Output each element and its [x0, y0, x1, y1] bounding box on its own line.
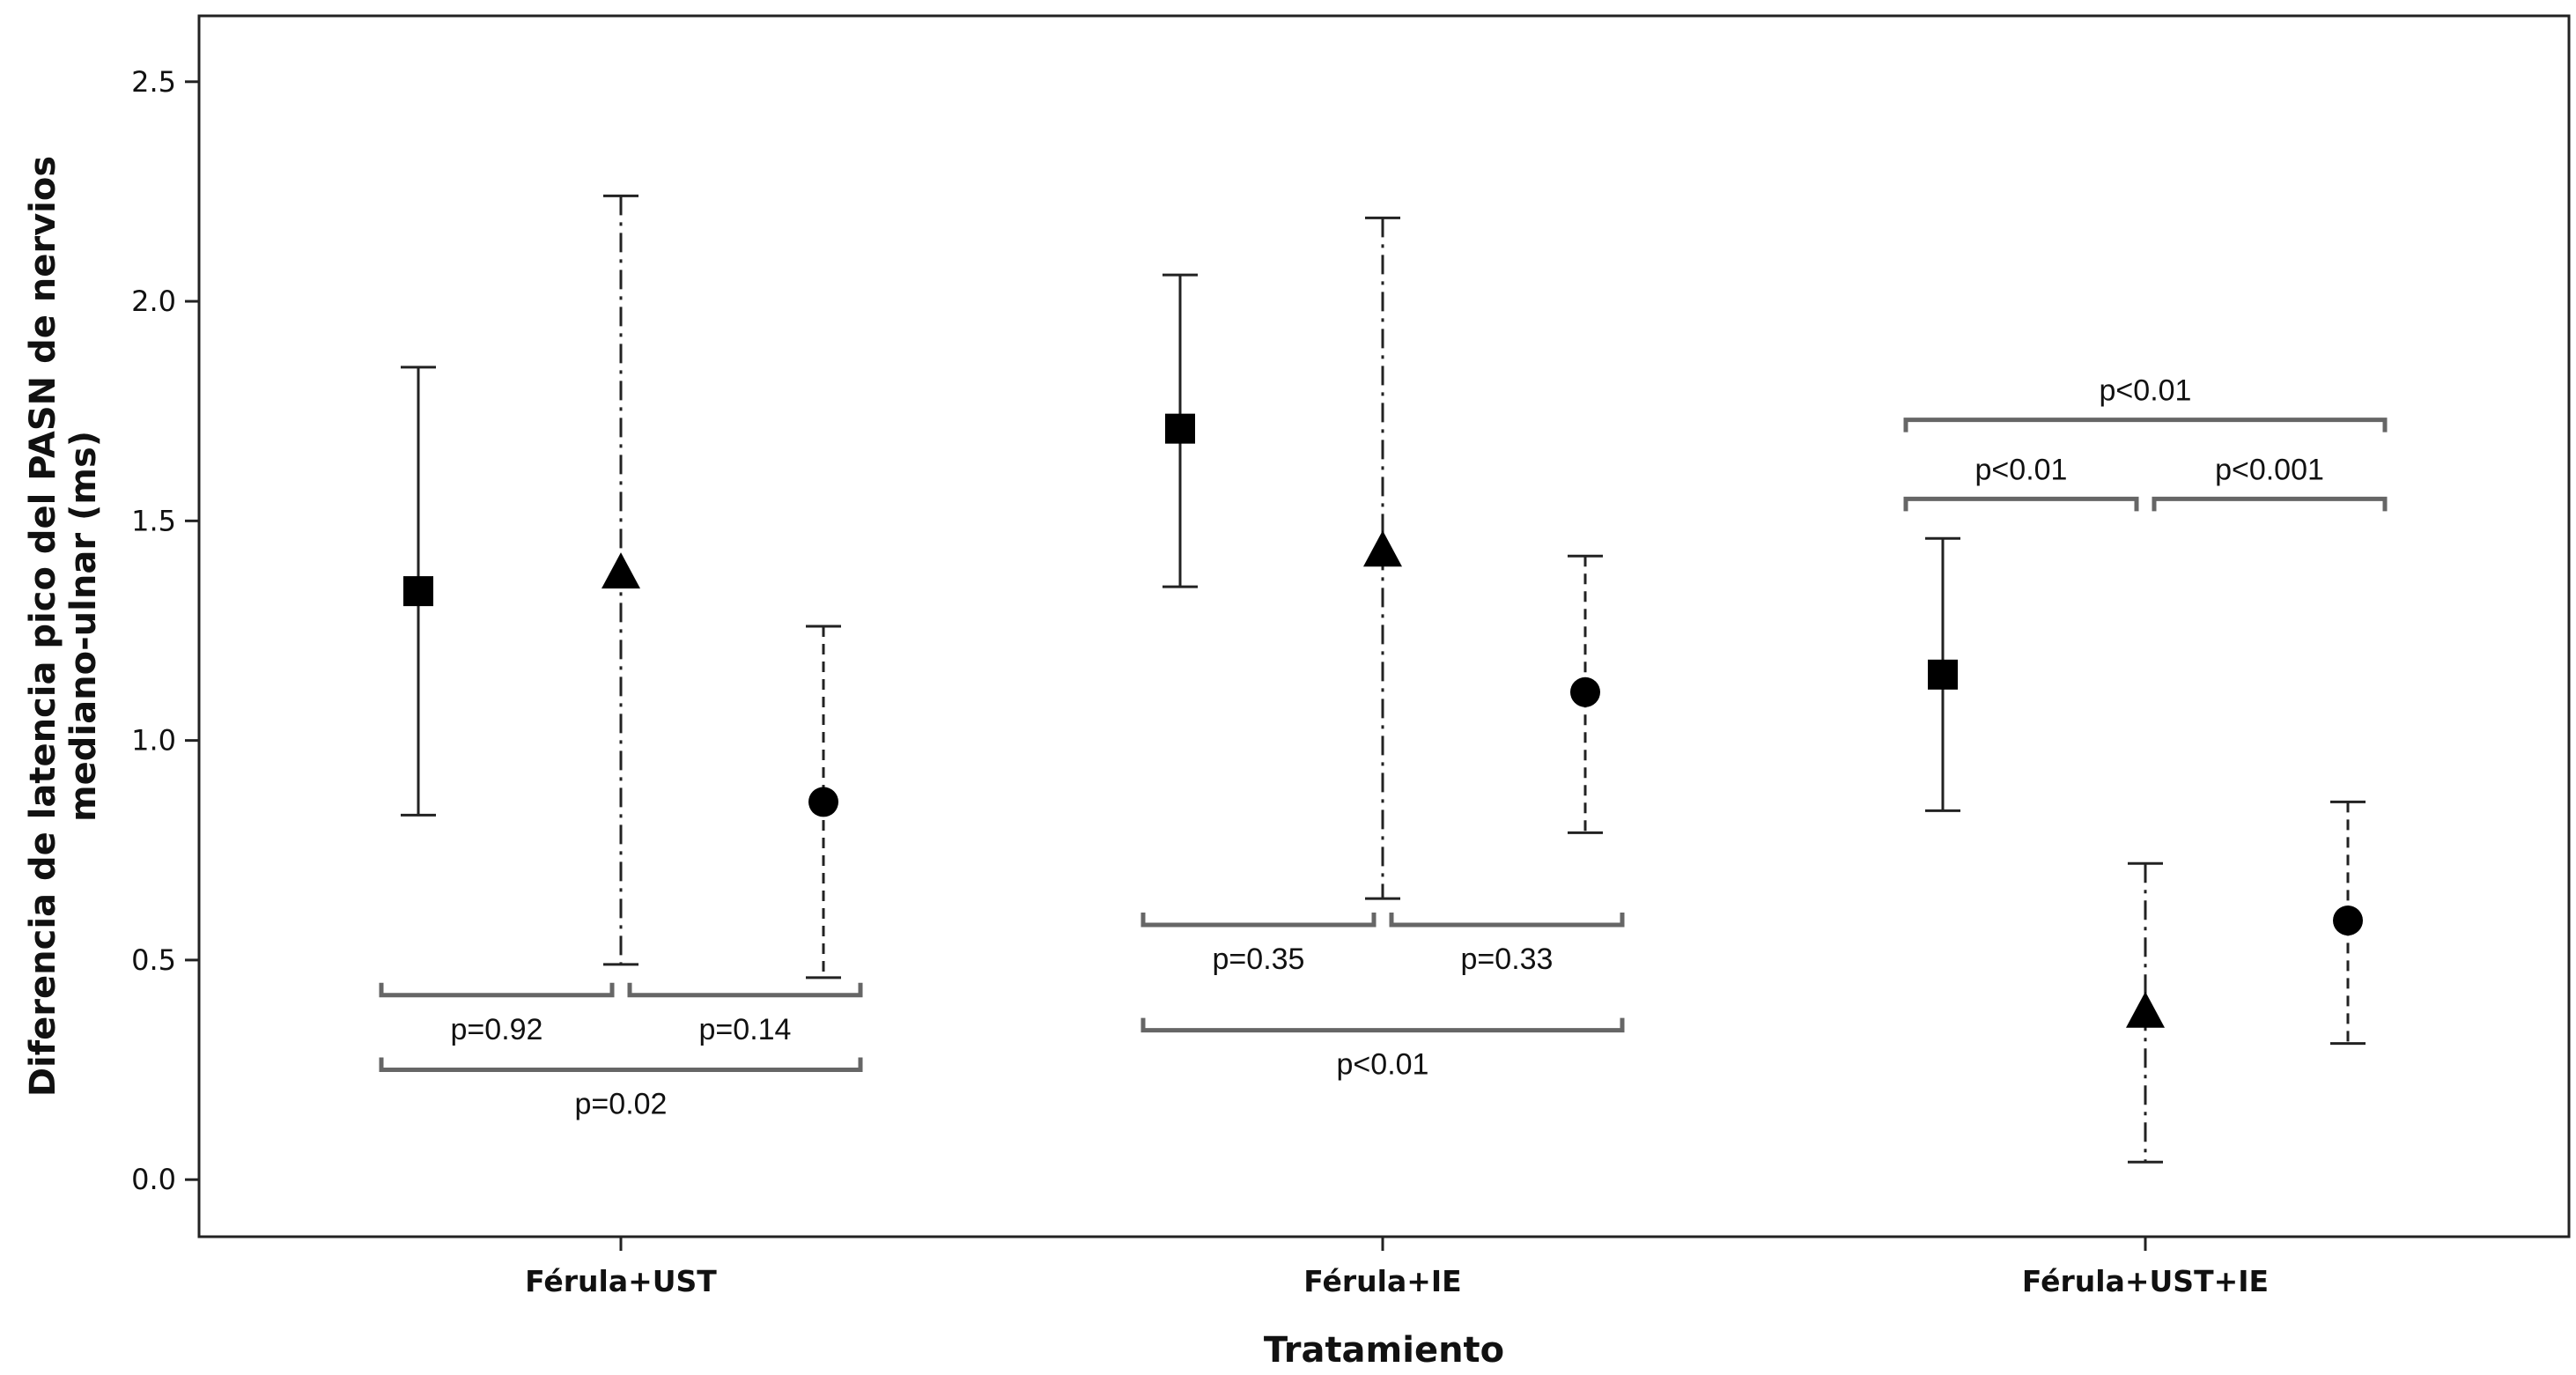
comparison-bracket	[1389, 913, 1625, 928]
comparison-brackets: p=0.92 p=0.14 p=0.02 p=0.35 p=0.33 p<0.01 p<0.…	[379, 374, 2388, 1121]
p-value-label: p=0.14	[699, 1013, 792, 1046]
triangle-marker	[602, 552, 640, 589]
p-value-label: p<0.01	[1975, 453, 2068, 486]
circle-marker	[1570, 676, 1600, 707]
p-value-label: p=0.92	[451, 1013, 543, 1046]
y-tick-label: 0.5	[131, 943, 176, 977]
p-value-label: p<0.001	[2215, 453, 2324, 486]
triangle-marker	[2126, 991, 2165, 1028]
y-tick-label: 1.5	[131, 504, 176, 537]
square-marker	[1928, 659, 1958, 690]
y-axis-title-line-1: Diferencia de latencia pico del PASN de …	[23, 156, 63, 1097]
comparison-bracket	[379, 1057, 863, 1073]
square-marker	[403, 576, 433, 607]
triangle-marker	[1363, 530, 1402, 567]
x-axis: Férula+UST Férula+IE Férula+UST+IE	[525, 1237, 2269, 1298]
y-tick-label: 2.0	[131, 285, 176, 318]
p-value-label: p=0.02	[575, 1088, 668, 1121]
y-tick-label: 2.5	[131, 65, 176, 99]
comparison-bracket	[1140, 913, 1377, 928]
x-axis-title: Tratamiento	[1264, 1330, 1504, 1371]
p-value-label: p<0.01	[1337, 1048, 1429, 1082]
circle-marker	[808, 787, 838, 817]
comparison-bracket	[2152, 496, 2388, 512]
comparison-bracket	[1903, 418, 2388, 432]
circle-marker	[2333, 906, 2363, 936]
y-tick-label: 1.0	[131, 724, 176, 758]
comparison-bracket	[1140, 1017, 1625, 1033]
p-value-label: p=0.33	[1461, 943, 1554, 976]
comparison-bracket	[379, 982, 615, 998]
y-axis-title-line-2: mediano-ulnar (ms)	[63, 431, 104, 822]
y-tick-label: 0.0	[131, 1163, 176, 1196]
plot-marks	[401, 194, 2366, 1164]
y-axis: 0.0 0.5 1.0 1.5 2.0 2.5	[131, 65, 199, 1196]
square-marker	[1165, 413, 1195, 444]
p-value-label: p=0.35	[1213, 943, 1305, 976]
comparison-bracket	[627, 982, 863, 998]
x-tick-label: Férula+UST	[525, 1264, 717, 1298]
comparison-bracket	[1903, 496, 2139, 512]
p-value-label: p<0.01	[2100, 374, 2192, 408]
x-tick-label: Férula+IE	[1303, 1264, 1461, 1298]
x-tick-label: Férula+UST+IE	[2022, 1264, 2269, 1298]
